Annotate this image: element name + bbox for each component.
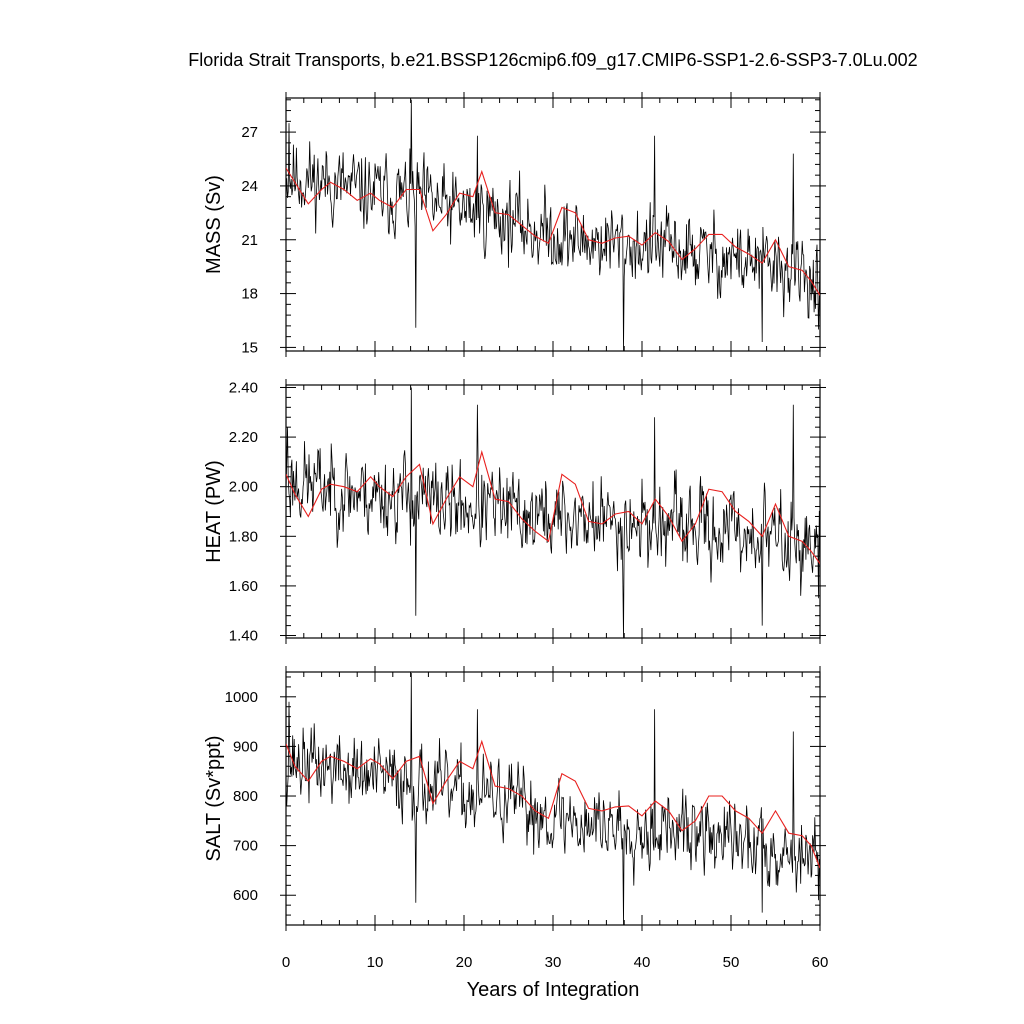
y-axis-label: MASS (Sv) [203,175,225,274]
y-tick-label: 2.00 [229,479,258,496]
y-tick-label: 1000 [225,689,258,706]
series-smoothed [286,449,820,564]
panels-group: 15 18 21 24 27 MASS (Sv) 1.40 1.60 1.80 2.00 2.20 2… [203,92,826,931]
y-tick-label: 800 [233,788,258,805]
series-raw [286,387,820,638]
x-tick-label: 50 [723,954,740,971]
x-axis-label: Years of Integration [467,979,640,1001]
panel-frame [285,97,821,352]
x-tick-label: 20 [456,954,473,971]
y-axis-label: HEAT (PW) [203,460,225,563]
x-tick-label: 30 [545,954,562,971]
x-tick-label: 10 [367,954,384,971]
y-tick-label: 2.40 [229,379,258,396]
panel-3: 600 700 800 900 1000 SALT (Sv*ppt) [203,666,826,931]
y-tick-label: 24 [241,178,258,195]
x-axis-ticklabels: 0 10 20 30 40 50 60 [282,954,829,971]
y-tick-label: 27 [241,124,258,141]
y-tick-label: 1.80 [229,528,258,545]
x-tick-label: 40 [634,954,651,971]
y-tick-label: 21 [241,232,258,249]
panel-2: 1.40 1.60 1.80 2.00 2.20 2.40 HEAT (PW) [203,379,826,645]
chart-title: Florida Strait Transports, b.e21.BSSP126… [188,50,917,71]
x-tick-label: 0 [282,954,290,971]
panel-1: 15 18 21 24 27 MASS (Sv) [203,92,826,357]
series-raw [286,672,820,925]
y-tick-label: 18 [241,286,258,303]
series-smoothed [286,739,820,869]
y-tick-label: 900 [233,738,258,755]
y-tick-label: 1.40 [229,628,258,645]
x-tick-label: 60 [812,954,829,971]
y-tick-label: 15 [241,339,258,356]
y-tick-label: 1.60 [229,578,258,595]
panel-frame [285,384,821,639]
panel-frame [285,671,821,926]
y-tick-label: 600 [233,887,258,904]
series-raw [286,99,820,351]
y-tick-label: 2.20 [229,429,258,446]
y-tick-label: 700 [233,838,258,855]
y-axis-label: SALT (Sv*ppt) [203,736,225,862]
series-smoothed [286,167,820,296]
